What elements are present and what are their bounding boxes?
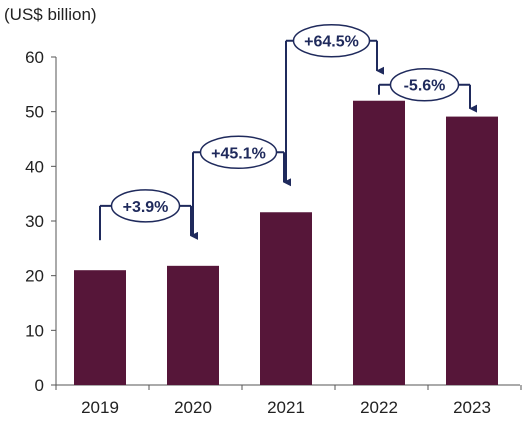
annotation-ellipse [110,189,181,223]
growth-annotation: +3.9% [99,189,198,241]
x-tick-label: 2019 [81,398,119,417]
annotation-label: -5.6% [404,78,446,95]
annotation-label: +45.1% [211,145,266,162]
bars [74,100,498,385]
growth-annotation: +45.1% [192,135,291,236]
x-tick-label: 2021 [267,398,305,417]
axes: 0 10 20 30 40 50 60 2019 2020 2021 2022 2023 [25,48,522,417]
x-tick-label: 2023 [453,398,491,417]
y-unit-label: (US$ billion) [4,5,97,24]
y-tick-label: 10 [25,321,44,340]
bar-2022 [353,100,405,385]
bar-2019 [74,270,126,385]
x-tick-label: 2022 [360,398,398,417]
growth-annotations: +3.9% +45.1% +64.5% -5.6% [99,23,477,241]
bar-2023 [446,116,498,385]
y-tick-label: 0 [35,376,44,395]
growth-annotation: -5.6% [378,67,477,113]
annotation-label: +3.9% [123,199,169,216]
y-tick-label: 40 [25,157,44,176]
annotation-ellipse [389,67,460,102]
y-tick-label: 50 [25,103,44,122]
x-tick-label: 2020 [174,398,212,417]
growth-annotation: +64.5% [285,23,384,183]
y-tick-label: 20 [25,267,44,286]
annotation-ellipse [199,135,278,170]
annotation-label: +64.5% [304,34,359,51]
annotation-ellipse [292,23,371,58]
bar-2021 [260,212,312,385]
bar-2020 [167,265,219,385]
y-tick-label: 30 [25,212,44,231]
y-tick-label: 60 [25,48,44,67]
